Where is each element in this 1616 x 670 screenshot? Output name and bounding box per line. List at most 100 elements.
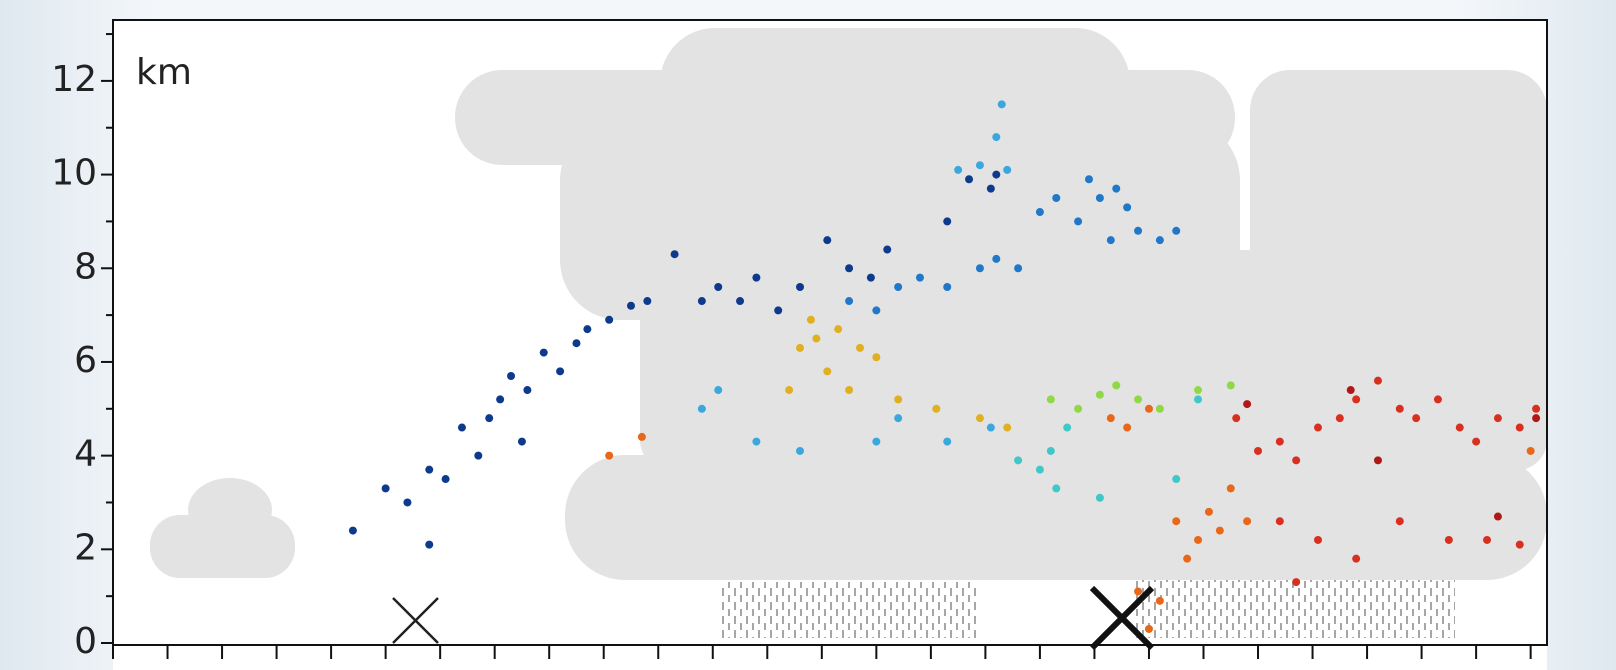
lightning-source bbox=[1107, 236, 1115, 244]
lightning-source bbox=[823, 236, 831, 244]
lightning-source bbox=[992, 255, 1000, 263]
lightning-source bbox=[714, 386, 722, 394]
lightning-source bbox=[1156, 405, 1164, 413]
lightning-source bbox=[1396, 517, 1404, 525]
lightning-source bbox=[1014, 456, 1022, 464]
lightning-source bbox=[1227, 381, 1235, 389]
lightning-source bbox=[1532, 414, 1540, 422]
lightning-source bbox=[698, 297, 706, 305]
lightning-source bbox=[736, 297, 744, 305]
lightning-source bbox=[976, 264, 984, 272]
lightning-source bbox=[382, 484, 390, 492]
lightning-source bbox=[1472, 438, 1480, 446]
lightning-source bbox=[643, 297, 651, 305]
y-tick-label: 4 bbox=[74, 434, 97, 475]
lightning-source bbox=[932, 405, 940, 413]
lightning-source bbox=[1085, 175, 1093, 183]
lightning-source bbox=[1243, 400, 1251, 408]
lightning-source bbox=[1036, 466, 1044, 474]
y-axis-label: km bbox=[136, 52, 192, 93]
lightning-source bbox=[752, 274, 760, 282]
lightning-source bbox=[845, 264, 853, 272]
lightning-source bbox=[785, 386, 793, 394]
lightning-source bbox=[1456, 424, 1464, 432]
lightning-source bbox=[671, 250, 679, 258]
lightning-source bbox=[1516, 424, 1524, 432]
lightning-source bbox=[1074, 405, 1082, 413]
lightning-source bbox=[883, 246, 891, 254]
page: km 024681012 (() => { const data = JSON.… bbox=[0, 0, 1616, 670]
lightning-source bbox=[572, 339, 580, 347]
lightning-source bbox=[1412, 414, 1420, 422]
lightning-source bbox=[1243, 517, 1251, 525]
lightning-source bbox=[943, 217, 951, 225]
lightning-source bbox=[845, 386, 853, 394]
lightning-source bbox=[965, 175, 973, 183]
lightning-source bbox=[796, 283, 804, 291]
lightning-source bbox=[872, 353, 880, 361]
lightning-source bbox=[1112, 381, 1120, 389]
lightning-source bbox=[474, 452, 482, 460]
lightning-source bbox=[894, 283, 902, 291]
lightning-source bbox=[943, 438, 951, 446]
lightning-source bbox=[1205, 508, 1213, 516]
lightning-source bbox=[556, 367, 564, 375]
lightning-source bbox=[796, 447, 804, 455]
lightning-source bbox=[987, 424, 995, 432]
lightning-source bbox=[1047, 395, 1055, 403]
y-tick-label: 2 bbox=[74, 527, 97, 568]
lightning-source bbox=[485, 414, 493, 422]
lightning-source bbox=[1336, 414, 1344, 422]
lightning-source bbox=[1292, 578, 1300, 586]
lightning-source bbox=[987, 185, 995, 193]
lightning-source bbox=[1123, 424, 1131, 432]
lightning-source bbox=[518, 438, 526, 446]
lightning-source bbox=[1036, 208, 1044, 216]
lightning-source bbox=[496, 395, 504, 403]
lightning-source bbox=[1276, 517, 1284, 525]
lightning-source bbox=[1172, 517, 1180, 525]
lightning-source bbox=[1107, 414, 1115, 422]
lightning-source bbox=[1227, 484, 1235, 492]
lightning-source bbox=[1112, 185, 1120, 193]
y-tick-label: 12 bbox=[51, 59, 97, 100]
lightning-source bbox=[1374, 377, 1382, 385]
lightning-source bbox=[1396, 405, 1404, 413]
lightning-source bbox=[1232, 414, 1240, 422]
lightning-source bbox=[1096, 391, 1104, 399]
lightning-source bbox=[856, 344, 864, 352]
lightning-source bbox=[1314, 424, 1322, 432]
lightning-source bbox=[1014, 264, 1022, 272]
lightning-source bbox=[1516, 541, 1524, 549]
lightning-source bbox=[1052, 484, 1060, 492]
lightning-source bbox=[1134, 395, 1142, 403]
lightning-source bbox=[1047, 447, 1055, 455]
lightning-source bbox=[1532, 405, 1540, 413]
lightning-source bbox=[1074, 217, 1082, 225]
lightning-source bbox=[867, 274, 875, 282]
lightning-source bbox=[943, 283, 951, 291]
lightning-source bbox=[1134, 227, 1142, 235]
lightning-source bbox=[992, 133, 1000, 141]
lightning-source bbox=[823, 367, 831, 375]
lightning-source bbox=[1494, 513, 1502, 521]
lightning-source bbox=[894, 395, 902, 403]
lightning-source bbox=[605, 316, 613, 324]
lightning-source bbox=[1172, 475, 1180, 483]
lightning-source bbox=[872, 438, 880, 446]
lightning-source bbox=[1483, 536, 1491, 544]
lightning-source bbox=[540, 349, 548, 357]
lightning-source bbox=[1096, 494, 1104, 502]
lightning-source bbox=[1254, 447, 1262, 455]
lightning-source bbox=[1134, 587, 1142, 595]
lightning-source bbox=[1156, 597, 1164, 605]
lightning-source bbox=[1276, 438, 1284, 446]
lightning-source bbox=[1445, 536, 1453, 544]
lightning-source bbox=[998, 100, 1006, 108]
lightning-source bbox=[812, 335, 820, 343]
lightning-source bbox=[1194, 386, 1202, 394]
lightning-source bbox=[872, 306, 880, 314]
lightning-source bbox=[1374, 456, 1382, 464]
lightning-source bbox=[1003, 166, 1011, 174]
lightning-source bbox=[583, 325, 591, 333]
